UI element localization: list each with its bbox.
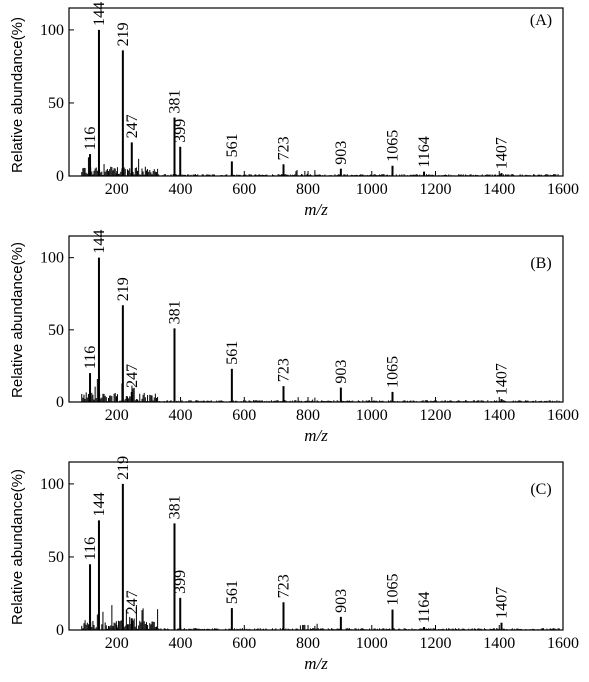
peak-label: 1164 bbox=[416, 136, 433, 167]
noise-peaks bbox=[81, 157, 560, 176]
x-tick-label: 600 bbox=[232, 407, 256, 424]
x-tick-label: 1200 bbox=[420, 181, 452, 198]
x-tick-label: 1600 bbox=[547, 181, 579, 198]
x-tick-label: 800 bbox=[296, 635, 320, 652]
x-tick-label: 1000 bbox=[356, 181, 388, 198]
plot-frame bbox=[68, 7, 564, 177]
peak-label: 116 bbox=[82, 346, 99, 369]
peak-label: 219 bbox=[115, 456, 132, 480]
x-tick-label: 400 bbox=[169, 181, 193, 198]
y-tick-label: 50 bbox=[48, 95, 64, 112]
spectrum-panel-b: 0 50 100 200 400 600 800 1000 1200 1400 1600 Relati… bbox=[9, 230, 579, 445]
x-tick-label: 200 bbox=[105, 635, 129, 652]
x-tick-label: 1400 bbox=[483, 181, 515, 198]
noise-peaks bbox=[81, 378, 560, 402]
peak-label: 903 bbox=[333, 360, 350, 384]
y-tick-label: 100 bbox=[40, 250, 64, 267]
peak-label: 1407 bbox=[493, 363, 510, 395]
peak-label: 1407 bbox=[493, 137, 510, 169]
x-tick-label: 200 bbox=[105, 181, 129, 198]
peak-label: 144 bbox=[91, 230, 108, 254]
x-tick-label: 1400 bbox=[483, 635, 515, 652]
peak-label: 144 bbox=[91, 2, 108, 26]
y-axis-label: Relative abundance(%) bbox=[9, 242, 26, 398]
peak-label: 399 bbox=[172, 119, 189, 143]
peak-label: 561 bbox=[224, 133, 241, 157]
peak-label: 903 bbox=[333, 141, 350, 165]
panel-label: (B) bbox=[530, 255, 551, 272]
y-tick-label: 100 bbox=[40, 22, 64, 39]
panel-label: (A) bbox=[530, 12, 552, 29]
peak-label: 381 bbox=[166, 90, 183, 114]
peak-label: 1065 bbox=[384, 356, 401, 388]
noise-peaks bbox=[81, 605, 560, 630]
x-tick-label: 800 bbox=[296, 407, 320, 424]
x-tick-label: 1600 bbox=[547, 635, 579, 652]
peak-label: 247 bbox=[124, 590, 141, 614]
x-tick-label: 1000 bbox=[356, 635, 388, 652]
x-tick-label: 400 bbox=[169, 407, 193, 424]
peak-label: 247 bbox=[124, 364, 141, 388]
peak-label: 1164 bbox=[416, 592, 433, 623]
x-axis-label: m/z bbox=[304, 200, 328, 219]
x-tick-label: 1200 bbox=[420, 407, 452, 424]
peak-label: 219 bbox=[115, 22, 132, 46]
y-tick-label: 0 bbox=[56, 168, 64, 185]
y-tick-label: 50 bbox=[48, 549, 64, 566]
spectrum-panel-c: 0 50 100 200 400 600 800 1000 1200 1400 1600 Relati… bbox=[9, 456, 579, 673]
peak-label: 116 bbox=[82, 537, 99, 560]
panel-label: (C) bbox=[530, 481, 551, 498]
peak-label: 903 bbox=[333, 589, 350, 613]
peak-label: 561 bbox=[224, 341, 241, 365]
x-tick-label: 400 bbox=[169, 635, 193, 652]
y-tick-label: 0 bbox=[56, 622, 64, 639]
x-tick-label: 600 bbox=[232, 635, 256, 652]
plot-frame bbox=[68, 235, 564, 403]
plot-frame bbox=[68, 461, 564, 631]
peak-label: 561 bbox=[224, 580, 241, 604]
x-tick-label: 1200 bbox=[420, 635, 452, 652]
peak-label: 381 bbox=[166, 300, 183, 324]
x-tick-label: 1600 bbox=[547, 407, 579, 424]
y-tick-label: 100 bbox=[40, 476, 64, 493]
peak-label: 116 bbox=[82, 127, 99, 150]
x-tick-label: 600 bbox=[232, 181, 256, 198]
peak-label: 1065 bbox=[384, 130, 401, 162]
x-tick-label: 1400 bbox=[483, 407, 515, 424]
peak-label: 723 bbox=[275, 136, 292, 160]
y-tick-label: 0 bbox=[56, 394, 64, 411]
x-tick-label: 200 bbox=[105, 407, 129, 424]
peak-label: 381 bbox=[166, 495, 183, 519]
peak-label: 1407 bbox=[493, 587, 510, 619]
x-tick-label: 800 bbox=[296, 181, 320, 198]
peak-label: 144 bbox=[91, 492, 108, 516]
peak-label: 219 bbox=[115, 277, 132, 301]
y-axis-label: Relative abundance(%) bbox=[9, 469, 26, 625]
y-tick-label: 50 bbox=[48, 322, 64, 339]
x-axis-label: m/z bbox=[304, 654, 328, 673]
peak-label: 723 bbox=[275, 358, 292, 382]
peak-label: 1065 bbox=[384, 574, 401, 606]
x-axis-label: m/z bbox=[304, 426, 328, 445]
x-tick-label: 1000 bbox=[356, 407, 388, 424]
y-axis-label: Relative abundance(%) bbox=[9, 17, 26, 173]
peak-label: 247 bbox=[124, 114, 141, 138]
spectrum-panel-a: 0 50 100 200 400 600 800 1000 1200 1400 1600 Relati… bbox=[9, 2, 579, 219]
peak-label: 399 bbox=[172, 570, 189, 594]
peak-label: 723 bbox=[275, 574, 292, 598]
